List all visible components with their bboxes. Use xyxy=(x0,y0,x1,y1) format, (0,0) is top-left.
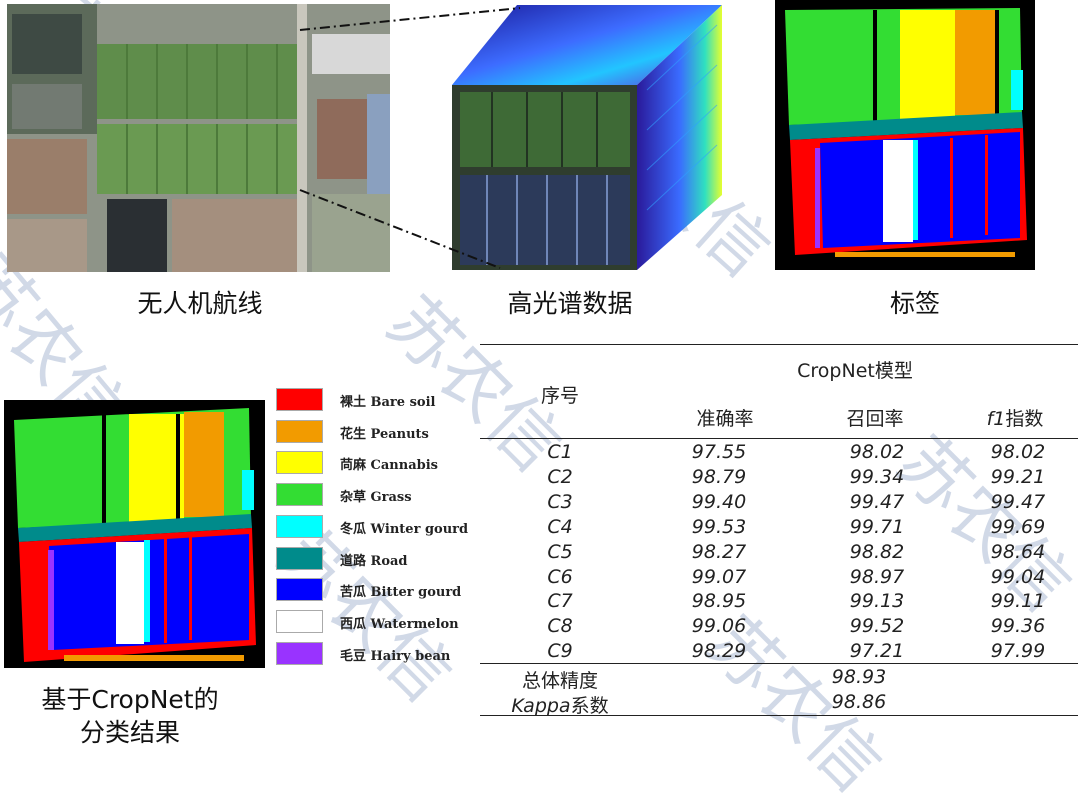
caption-result-line1: 基于CropNet的 xyxy=(41,685,219,714)
cell-f1: 97.99 xyxy=(990,640,1046,663)
cell-accuracy: 98.95 xyxy=(691,590,747,613)
cell-f1: 99.47 xyxy=(990,490,1046,513)
legend-item: 苦瓜 Bitter gourd xyxy=(276,578,476,602)
model-header: CropNet模型 xyxy=(797,360,913,382)
classification-result-image xyxy=(4,400,265,668)
legend-swatch xyxy=(276,388,323,411)
caption-label: 标签 xyxy=(889,289,940,318)
legend-item: 裸土 Bare soil xyxy=(276,388,476,412)
cell-recall: 97.21 xyxy=(849,640,905,663)
legend-swatch xyxy=(276,451,323,475)
cell-accuracy: 99.40 xyxy=(691,490,747,513)
legend-label: 西瓜 Watermelon xyxy=(340,616,459,632)
cell-f1: 98.64 xyxy=(990,540,1046,563)
table-top-rule xyxy=(480,344,1078,345)
cell-recall: 99.34 xyxy=(849,465,905,488)
legend-item: 花生 Peanuts xyxy=(276,419,476,444)
cell-accuracy: 99.53 xyxy=(691,515,747,538)
legend-label: 苘麻 Cannabis xyxy=(340,458,438,474)
cell-recall: 99.13 xyxy=(849,590,905,613)
hyperspectral-cube xyxy=(452,5,722,270)
legend-label: 毛豆 Hairy bean xyxy=(340,648,451,664)
cell-recall: 99.47 xyxy=(849,490,905,513)
row-id: C1 xyxy=(547,441,573,463)
cell-f1: 99.11 xyxy=(990,590,1046,613)
uav-aerial-image xyxy=(7,4,390,272)
legend-label: 苦瓜 Bitter gourd xyxy=(340,585,462,601)
caption-result-line2: 分类结果 xyxy=(79,718,180,747)
cell-recall: 99.52 xyxy=(849,615,905,638)
table-header-rule xyxy=(480,438,1078,439)
cell-f1: 99.04 xyxy=(990,565,1046,588)
row-id: C2 xyxy=(547,465,573,488)
row-id: C3 xyxy=(547,490,573,513)
row-id: C5 xyxy=(547,540,573,563)
legend-item: 杂草 Grass xyxy=(276,483,476,507)
legend-label: 冬瓜 Winter gourd xyxy=(340,521,469,537)
cell-accuracy: 99.07 xyxy=(691,565,747,588)
index-header: 序号 xyxy=(540,385,579,407)
legend-swatch xyxy=(276,514,323,538)
col-accuracy-header: 准确率 xyxy=(696,408,754,430)
legend-label: 杂草 Grass xyxy=(340,490,412,506)
col-recall-header: 召回率 xyxy=(846,408,904,430)
caption-hyperspectral-data: 高光谱数据 xyxy=(507,289,633,318)
row-id: C6 xyxy=(547,565,573,588)
legend-item: 冬瓜 Winter gourd xyxy=(276,514,476,539)
legend-label: 裸土 Bare soil xyxy=(340,395,436,410)
kappa-value: 98.86 xyxy=(831,691,887,713)
legend-swatch xyxy=(276,641,323,665)
legend-label: 道路 Road xyxy=(340,553,408,569)
table-summary-rule xyxy=(480,663,1078,664)
cell-f1: 98.02 xyxy=(990,441,1046,463)
row-id: C8 xyxy=(547,615,573,638)
cell-f1: 99.69 xyxy=(990,515,1046,538)
cell-accuracy: 98.29 xyxy=(691,640,747,663)
legend-swatch xyxy=(276,483,323,507)
cell-accuracy: 98.27 xyxy=(691,540,747,563)
row-id: C7 xyxy=(547,590,573,613)
col-f1-header: f1指数 xyxy=(986,408,1044,430)
legend-item: 西瓜 Watermelon xyxy=(276,609,476,634)
legend-swatch xyxy=(276,578,323,602)
cell-f1: 99.21 xyxy=(990,465,1046,488)
legend-swatch xyxy=(276,546,323,570)
table-bottom-rule xyxy=(480,715,1078,716)
caption-uav-route: 无人机航线 xyxy=(137,289,263,318)
cell-recall: 99.71 xyxy=(849,515,905,538)
cell-f1: 99.36 xyxy=(990,615,1046,638)
legend-label: 花生 Peanuts xyxy=(340,426,429,442)
row-id: C9 xyxy=(547,640,573,663)
cell-recall: 98.02 xyxy=(849,441,905,463)
row-id: C4 xyxy=(547,515,573,538)
cell-accuracy: 99.06 xyxy=(691,615,747,638)
overall-accuracy-value: 98.93 xyxy=(831,666,887,688)
legend-swatch xyxy=(276,419,323,443)
cell-recall: 98.82 xyxy=(849,540,905,563)
legend-item: 毛豆 Hairy bean xyxy=(276,641,476,666)
cell-recall: 98.97 xyxy=(849,565,905,588)
cell-accuracy: 98.79 xyxy=(691,465,747,488)
kappa-label: Kappa系数 xyxy=(511,695,609,717)
cell-accuracy: 97.55 xyxy=(691,441,747,463)
label-map-image xyxy=(775,0,1035,270)
legend-swatch xyxy=(276,609,323,633)
legend-item: 苘麻 Cannabis xyxy=(276,451,476,475)
legend-item: 道路 Road xyxy=(276,546,476,571)
overall-accuracy-label: 总体精度 xyxy=(521,670,598,692)
